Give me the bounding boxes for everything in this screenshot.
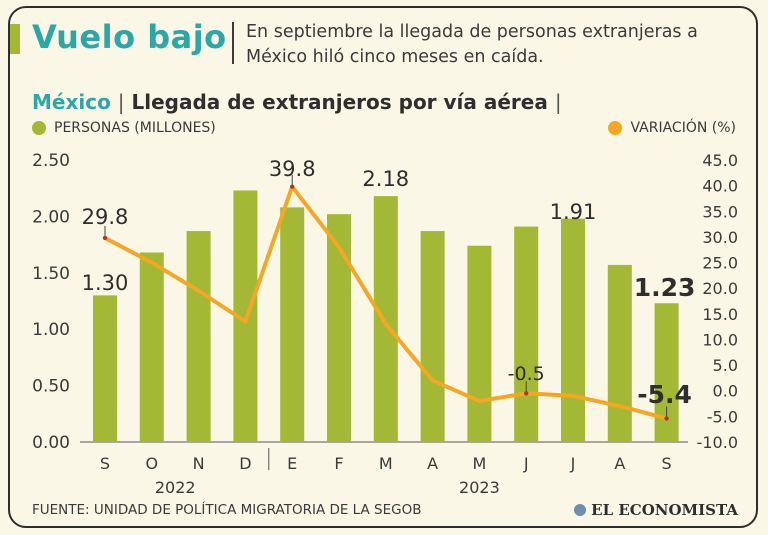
bar-s-0 [93, 295, 117, 442]
right-axis-tick-label: 15.0 [702, 305, 738, 324]
right-axis-tick-label: -10.0 [697, 433, 738, 452]
bar-value-label: 1.23 [634, 273, 696, 302]
year-label: 2023 [459, 478, 500, 497]
bar-a-11 [607, 264, 632, 442]
brand-logo: EL ECONOMISTA [574, 501, 738, 519]
right-axis-tick-label: 5.0 [713, 356, 738, 375]
source-note: FUENTE: UNIDAD DE POLÍTICA MIGRATORIA DE… [32, 502, 422, 518]
chart-heading-country: México [32, 90, 111, 114]
right-axis-tick-label: 45.0 [702, 151, 738, 170]
title-divider [232, 22, 234, 64]
legend-line-label: VARIACIÓN (%) [630, 120, 736, 136]
right-axis-tick-label: 25.0 [702, 254, 738, 273]
legend-bars: PERSONAS (MILLONES) [32, 120, 216, 136]
bar-n-2 [186, 231, 211, 442]
right-axis-tick-label: -5.0 [707, 407, 738, 426]
legend-bars-dot-icon [32, 121, 46, 135]
x-tick-label: A [427, 454, 438, 473]
x-tick-label: S [100, 454, 110, 473]
legend-bars-label: PERSONAS (MILLONES) [54, 120, 216, 136]
chart-heading-separator: | [117, 90, 125, 114]
line-point-marker [102, 235, 108, 241]
x-tick-label: S [662, 454, 672, 473]
left-axis-tick-label: 0.00 [32, 433, 70, 453]
chart-heading: México | Llegada de extranjeros por vía … [32, 90, 562, 114]
line-value-label: -0.5 [508, 363, 545, 385]
x-tick-label: J [570, 454, 576, 473]
brand-globe-icon [574, 504, 587, 516]
bar-value-label: 1.30 [82, 271, 129, 295]
page-subtitle: En septiembre la llegada de personas ext… [246, 22, 698, 67]
right-axis-tick-label: 10.0 [702, 330, 738, 349]
legend-line-dot-icon [608, 121, 623, 135]
left-axis-tick-label: 1.50 [32, 264, 70, 284]
right-axis-tick-label: 20.0 [702, 279, 738, 298]
right-axis-tick-label: 0.0 [713, 382, 738, 401]
line-value-label: -5.4 [637, 380, 692, 409]
bar-o-1 [139, 252, 164, 442]
bar-a-7 [420, 231, 445, 442]
title-accent-bar [10, 24, 20, 54]
page-title: Vuelo bajo [32, 18, 227, 56]
line-point-marker [524, 391, 529, 396]
x-tick-label: E [287, 454, 297, 473]
chart-heading-trailing: | [554, 90, 562, 114]
chart-heading-text: Llegada de extranjeros por vía aérea [131, 90, 548, 114]
right-axis-tick-label: 35.0 [702, 202, 738, 221]
bar-j-10 [561, 218, 585, 442]
left-axis-tick-label: 0.50 [32, 377, 70, 397]
bar-j-9 [514, 226, 539, 442]
x-tick-label: F [334, 454, 343, 473]
right-axis-tick-label: 40.0 [702, 177, 738, 196]
x-tick-label: M [472, 454, 486, 473]
right-axis-tick-label: 30.0 [702, 228, 738, 247]
left-axis-tick-label: 2.00 [32, 207, 70, 227]
bar-f-5 [327, 214, 351, 442]
line-point-marker [290, 184, 295, 189]
variation-line [103, 184, 669, 421]
x-tick-label: D [239, 454, 251, 473]
year-label: 2022 [155, 478, 196, 497]
bar-value-label: 2.18 [362, 167, 409, 191]
bar-e-4 [280, 207, 305, 442]
left-axis-tick-label: 2.50 [32, 151, 70, 171]
legend-line: VARIACIÓN (%) [608, 120, 736, 136]
brand-name: EL ECONOMISTA [591, 501, 738, 519]
line-value-label: 29.8 [82, 205, 129, 229]
x-tick-label: J [523, 454, 529, 473]
bar-s-12 [654, 303, 679, 442]
x-tick-label: O [146, 454, 159, 473]
bar-value-label: 1.91 [550, 200, 597, 224]
bar-m-6 [373, 196, 398, 442]
line-point-marker [664, 416, 669, 421]
x-tick-label: M [379, 454, 393, 473]
line-value-label: 39.8 [269, 157, 316, 181]
x-tick-label: N [193, 454, 205, 473]
bar-m-8 [467, 245, 492, 442]
left-axis-tick-label: 1.00 [32, 320, 70, 340]
x-tick-label: A [614, 454, 625, 473]
